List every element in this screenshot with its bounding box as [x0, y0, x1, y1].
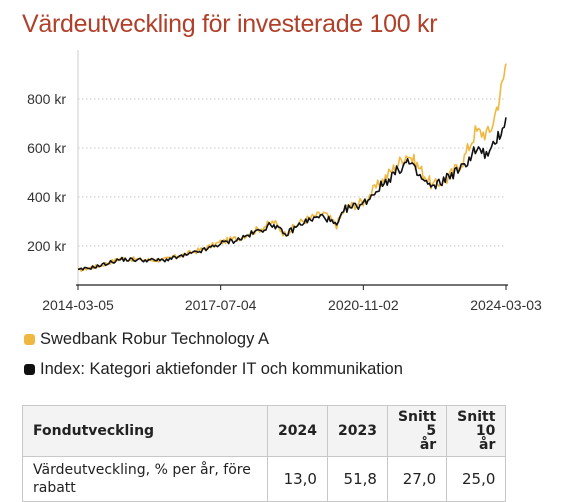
header-snitt-10-line1: Snitt	[457, 409, 496, 425]
header-snitt-10-ar: Snitt 10 år	[446, 405, 507, 457]
series-line-fund	[77, 63, 507, 272]
cell-snitt-10: 25,0	[446, 456, 507, 502]
y-tick-label: 600 kr	[27, 140, 66, 156]
table-header-row: Fondutveckling 2024 2023 Snitt 5 år Snitt…	[22, 405, 507, 457]
legend-label-fund: Swedbank Robur Technology A	[40, 330, 270, 348]
legend-swatch-fund	[24, 334, 35, 345]
x-axis: 2014-03-05 2017-07-04 2020-11-02 2024-03-03	[42, 284, 542, 313]
cell-snitt-5: 27,0	[386, 456, 448, 502]
performance-table: Fondutveckling 2024 2023 Snitt 5 år Snitt…	[22, 405, 507, 502]
header-2024: 2024	[267, 405, 328, 457]
table-row: Värdeutveckling, % per år, före rabatt 1…	[22, 456, 507, 502]
cell-2023: 51,8	[326, 456, 388, 502]
legend-item-fund: Swedbank Robur Technology A	[24, 330, 269, 349]
y-axis-labels: 200 kr 400 kr 600 kr 800 kr	[27, 91, 66, 254]
cell-2024: 13,0	[267, 456, 328, 502]
y-tick-label: 200 kr	[27, 238, 66, 254]
chart-title: Värdeutveckling för investerade 100 kr	[22, 10, 438, 38]
header-snitt-5-ar: Snitt 5 år	[386, 405, 448, 457]
header-2023: 2023	[326, 405, 388, 457]
legend-swatch-index	[24, 364, 35, 375]
legend-label-index: Index: Kategori aktiefonder IT och kommu…	[40, 360, 403, 378]
y-tick-label: 800 kr	[27, 91, 66, 107]
series-line-index	[77, 117, 507, 271]
y-tick-label: 400 kr	[27, 189, 66, 205]
x-tick-label: 2024-03-03	[470, 297, 542, 313]
x-tick-label: 2020-11-02	[328, 297, 399, 313]
row-label: Värdeutveckling, % per år, före rabatt	[22, 456, 268, 502]
chart-lines	[77, 63, 507, 272]
header-snitt-5-line1: Snitt 5	[397, 409, 437, 439]
x-tick-label: 2014-03-05	[42, 297, 114, 313]
header-snitt-10-line2: 10 år	[475, 423, 496, 453]
header-fondutveckling: Fondutveckling	[22, 405, 268, 457]
line-chart: 200 kr 400 kr 600 kr 800 kr 2014-03-05 2017-…	[27, 50, 542, 313]
x-tick-label: 2017-07-04	[185, 297, 257, 313]
chart-grid	[77, 50, 506, 285]
legend-item-index: Index: Kategori aktiefonder IT och kommu…	[24, 360, 403, 379]
header-snitt-5-line2: år	[419, 437, 437, 453]
